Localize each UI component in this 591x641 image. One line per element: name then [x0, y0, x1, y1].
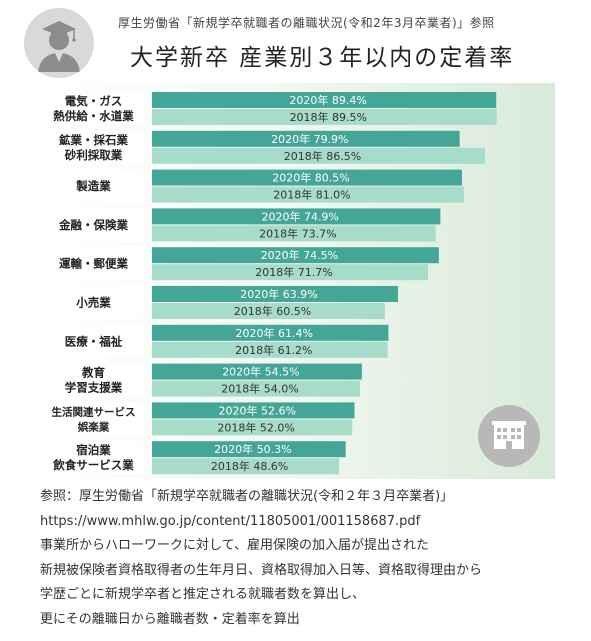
bar-2018 [152, 458, 340, 475]
category-label: 学習支援業 [65, 381, 123, 395]
bar-2020 [152, 363, 362, 380]
footnote-source: 参照：厚生労働省「新規学卒就職者の離職状況(令和２年３月卒業者)」 [40, 489, 454, 504]
footnote-method-4: 更にその離職日から離職者数・定着率を算出 [40, 611, 300, 627]
category-label-box [44, 402, 143, 436]
category-label: 電気・ガス [65, 94, 123, 108]
bar-2020-label: 2020年 54.5% [222, 365, 299, 379]
category-label-box [44, 247, 143, 281]
bar-2018 [152, 225, 436, 242]
category-label: 小売業 [75, 296, 111, 310]
bar-2018 [152, 186, 464, 203]
category-label: 製造業 [75, 179, 111, 193]
category-label: 宿泊業 [76, 443, 111, 457]
bar-2020-label: 2020年 74.9% [261, 209, 338, 223]
footnote-method-2: 新規被保険者資格取得者の生年月日、資格取得加入日等、資格取得理由から [40, 562, 483, 578]
chart-title: 大学新卒 産業別３年以内の定着率 [130, 45, 515, 71]
category-label-box [44, 169, 143, 203]
category-label-box [44, 208, 143, 242]
category-label: 娯楽業 [78, 420, 110, 433]
category-label: 鉱業・採石業 [59, 133, 128, 147]
chart-panel: 電気・ガス 熱供給・水道業 2020年 89.4% 2018年 89.5% 鉱業・採石業… [35, 83, 555, 479]
bar-2020-label: 2020年 63.9% [240, 287, 317, 301]
category-label-box [44, 363, 143, 397]
category-label-box [44, 441, 143, 475]
footnote-url: https://www.mhlw.go.jp/content/11805001/… [40, 513, 421, 529]
bar-2020-label: 2020年 61.4% [235, 326, 312, 340]
bar-2020 [152, 247, 439, 264]
bar-2020-label: 2020年 79.9% [271, 132, 348, 146]
bar-2018-label: 2018年 86.5% [284, 149, 361, 163]
footnotes: 参照：厚生労働省「新規学卒就職者の離職状況(令和２年３月卒業者)」 https:… [40, 485, 585, 632]
bar-2018-label: 2018年 71.7% [255, 265, 332, 279]
bar-2020 [152, 92, 497, 108]
footnote-method-1: 事業所からハローワークに対して、雇用保険の加入届が提出された [40, 538, 429, 553]
bar-2018-label: 2018年 60.5% [234, 304, 311, 318]
category-label: 熱供給・水道業 [53, 109, 134, 123]
category-label: 教育 [81, 366, 105, 380]
bar-2018-label: 2018年 54.0% [221, 382, 298, 396]
category-label: 砂利採取業 [65, 148, 123, 162]
bar-2018-label: 2018年 81.0% [273, 188, 350, 202]
graduate-avatar-icon [24, 8, 94, 78]
bar-2018 [152, 303, 385, 319]
category-label: 生活関連サービス [52, 405, 136, 418]
footnote-method-3: 学歴ごとに新規学卒者と推定される就職者数を算出し、 [40, 587, 366, 602]
category-label: 飲食サービス業 [52, 458, 134, 472]
bar-2018-label: 2018年 48.6% [211, 459, 288, 473]
bar-2018-label: 2018年 52.0% [217, 420, 294, 434]
building-icon [478, 405, 540, 467]
bar-2018-label: 2018年 61.2% [235, 343, 312, 357]
category-label-box [44, 130, 143, 164]
category-label-box [44, 286, 143, 319]
bar-2018-label: 2018年 89.5% [290, 110, 367, 124]
category-label-box [44, 324, 143, 358]
category-label: 医療・福祉 [65, 334, 123, 348]
category-label: 運輸・郵便業 [59, 257, 128, 271]
bar-2020-label: 2020年 89.4% [289, 93, 366, 107]
bar-2020 [152, 402, 355, 419]
bar-2020 [152, 441, 346, 458]
category-label-box [44, 92, 143, 125]
bar-2020-label: 2020年 52.6% [219, 403, 296, 417]
bar-2020-label: 2020年 50.3% [214, 442, 291, 456]
bar-2018 [152, 380, 360, 397]
bar-2018 [152, 341, 388, 358]
bar-2018 [152, 147, 486, 164]
bar-2018 [152, 109, 497, 125]
bar-2020 [152, 286, 399, 302]
category-label: 金融・保険業 [58, 218, 128, 232]
bar-2020 [152, 169, 462, 186]
bar-2020 [152, 324, 389, 341]
source-reference-header: 厚生労働省「新規学卒就職者の離職状況(令和2年3月卒業者)」参照 [118, 16, 495, 30]
bar-2018 [152, 419, 353, 436]
bar-2018 [152, 264, 429, 281]
bar-2020-label: 2020年 74.5% [261, 248, 338, 262]
bar-2020 [152, 130, 460, 147]
bar-2020-label: 2020年 80.5% [272, 171, 349, 185]
bar-2020 [152, 208, 441, 225]
bar-2018-label: 2018年 73.7% [259, 226, 336, 240]
